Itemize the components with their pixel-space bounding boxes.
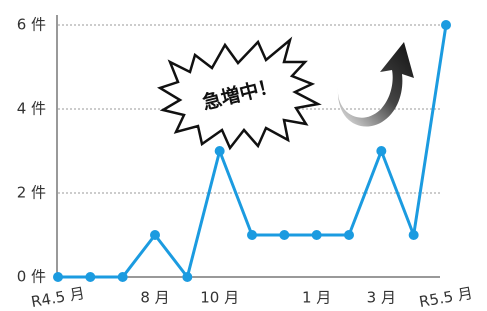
y-tick-label: 6 件 (17, 16, 46, 34)
point (376, 146, 386, 156)
arrow-icon (338, 42, 414, 127)
x-tick-label: 1 月 (302, 289, 331, 307)
point (279, 230, 289, 240)
point (118, 272, 128, 282)
point (409, 230, 419, 240)
x-tick-label: R5.5 月 (418, 284, 474, 311)
point (215, 146, 225, 156)
point (85, 272, 95, 282)
y-tick-label: 0 件 (17, 268, 46, 286)
point (441, 20, 451, 30)
x-tick-label: 8 月 (140, 289, 169, 307)
point (182, 272, 192, 282)
x-tick-label: R4.5 月 (30, 284, 86, 311)
point (150, 230, 160, 240)
point (312, 230, 322, 240)
page: 急増中！ 0 件2 件4 件6 件R4.5 月8 月10 月1 月3 月R5.5… (0, 0, 487, 311)
y-tick-label: 4 件 (17, 100, 46, 118)
point (247, 230, 257, 240)
chart: 急増中！ 0 件2 件4 件6 件R4.5 月8 月10 月1 月3 月R5.5… (0, 0, 487, 311)
point (53, 272, 63, 282)
x-tick-label: 10 月 (200, 289, 239, 307)
point (344, 230, 354, 240)
x-tick-label: 3 月 (367, 289, 396, 307)
y-tick-label: 2 件 (17, 184, 46, 202)
